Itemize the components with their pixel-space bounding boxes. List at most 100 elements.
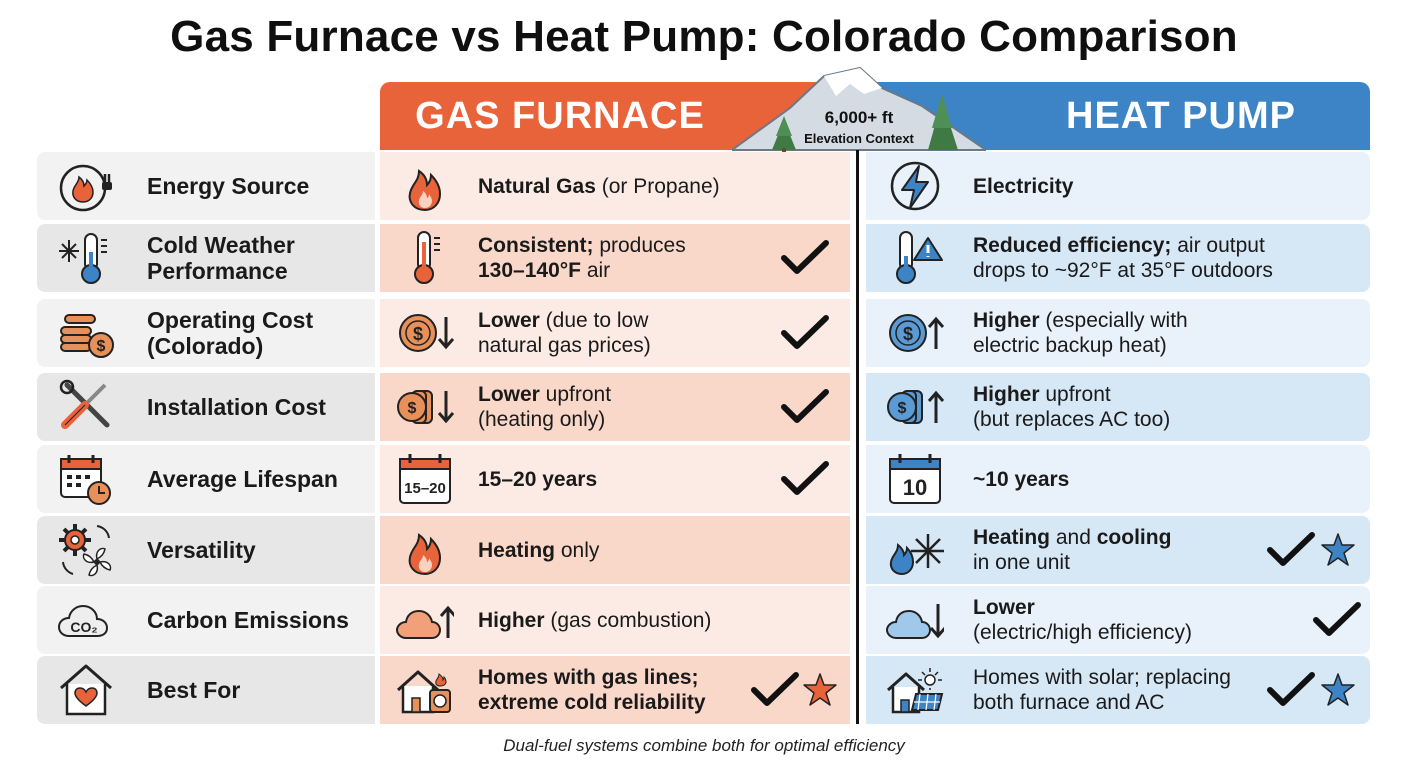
heat-pump-text: Homes with solar; replacing both furnace …: [973, 656, 1333, 724]
gas-text-bold2: extreme cold reliability: [478, 691, 706, 714]
gas-text-bold: Higher: [478, 608, 545, 632]
check-icon: [781, 240, 829, 274]
gas-cell: Consistent; produces 130–140°F air: [380, 224, 850, 292]
gas-cell: Homes with gas lines; extreme cold reliab…: [380, 656, 850, 724]
row-label-cell: Versatility: [37, 516, 375, 584]
hp-text-bold: Electricity: [973, 174, 1074, 198]
row-carbon-emissions: CO₂ Carbon Emissions Higher (gas combust…: [37, 586, 1370, 654]
hp-text-bold: Heating: [973, 526, 1051, 549]
row-label-cell: Cold Weather Performance: [37, 224, 375, 292]
row-installation-cost: Installation Cost $ Lower upfront (heatin…: [37, 373, 1370, 441]
hp-text-bold: ~10 years: [973, 467, 1070, 491]
coin-stack-down-icon: $: [397, 390, 454, 424]
gas-text: Consistent; produces 130–140°F air: [478, 224, 778, 292]
coins-icon: $: [60, 314, 114, 358]
row-cold-weather: Cold Weather Performance Consistent; pro…: [37, 224, 1370, 292]
plug-flame-icon: [59, 164, 112, 212]
gas-text: Lower upfront (heating only): [478, 373, 778, 441]
gas-text-rest2: air: [580, 259, 611, 282]
hp-text-boldtail: cooling: [1096, 526, 1172, 549]
calendar-clock-icon: [60, 455, 111, 505]
row-label-cell: Best For: [37, 656, 375, 724]
gas-furnace-header-label: GAS FURNACE: [415, 94, 705, 137]
gas-text-bold: Consistent;: [478, 234, 594, 257]
gas-text: Homes with gas lines; extreme cold reliab…: [478, 656, 778, 724]
row-label-cell: Average Lifespan: [37, 445, 375, 513]
coin-up-icon: $: [889, 314, 944, 352]
calendar-15-20-icon: 15–20: [399, 454, 451, 504]
heat-pump-text: Lower (electric/high efficiency): [973, 586, 1333, 654]
cloud-down-icon: [886, 604, 944, 639]
row-label: Carbon Emissions: [147, 607, 349, 633]
hp-text-rest2: (but replaces AC too): [973, 408, 1171, 431]
calendar-10-icon: 10: [889, 454, 941, 504]
hp-text-rest2: in one unit: [973, 551, 1070, 574]
row-label: Best For: [147, 677, 241, 703]
heat-pump-cell: $ Higher (especially with electric backup…: [866, 299, 1370, 367]
svg-text:$: $: [413, 324, 423, 344]
hp-text-bold: Reduced efficiency;: [973, 234, 1172, 257]
row-average-lifespan: Average Lifespan 15–20 15–20 years 10 ~1…: [37, 445, 1370, 513]
svg-text:$: $: [408, 400, 417, 417]
heat-pump-text: ~10 years: [973, 445, 1333, 513]
hp-text-bold: Higher: [973, 309, 1040, 332]
gas-text-rest2: natural gas prices): [478, 334, 651, 357]
hp-text-rest2: (electric/high efficiency): [973, 621, 1193, 644]
row-label-cell: Installation Cost: [37, 373, 375, 441]
heat-pump-cell: $ Higher upfront (but replaces AC too): [866, 373, 1370, 441]
gas-text: 15–20 years: [478, 445, 778, 513]
gas-furnace-header: GAS FURNACE: [380, 82, 850, 150]
row-label: Energy Source: [147, 173, 310, 199]
check-icon: [781, 461, 829, 495]
check-icon: [751, 672, 799, 706]
gas-text-rest: only: [555, 538, 600, 562]
row-label-cell: CO₂ Carbon Emissions: [37, 586, 375, 654]
gas-text-rest: (gas combustion): [544, 608, 712, 632]
calendar-icon-text: 15–20: [404, 480, 446, 497]
svg-text:$: $: [898, 400, 907, 417]
heat-pump-cell: Lower (electric/high efficiency): [866, 586, 1370, 654]
heat-pump-text: Electricity: [973, 152, 1333, 220]
gas-cell: Higher (gas combustion): [380, 586, 850, 654]
star-icon: [1321, 533, 1355, 566]
hp-text-rest: air output: [1171, 234, 1265, 257]
heat-pump-header-label: HEAT PUMP: [1066, 94, 1296, 137]
heat-pump-text: Higher (especially with electric backup h…: [973, 299, 1333, 367]
check-icon: [1313, 602, 1361, 636]
tools-icon: [59, 379, 110, 429]
lightning-icon: [890, 161, 940, 211]
gas-text-bold: Lower: [478, 309, 540, 332]
hp-text-rest2: drops to ~92°F at 35°F outdoors: [973, 259, 1273, 282]
snowflake-thermometer-icon: [59, 233, 107, 284]
heat-pump-cell: Electricity: [866, 152, 1370, 220]
page-title: Gas Furnace vs Heat Pump: Colorado Compa…: [170, 12, 1238, 61]
calendar-icon-text: 10: [903, 475, 927, 500]
row-label: Operating Cost (Colorado): [147, 307, 314, 359]
gas-cell: Natural Gas (or Propane): [380, 152, 850, 220]
hp-text-bold: Higher: [973, 383, 1040, 406]
svg-text:$: $: [903, 324, 913, 344]
gas-text: Heating only: [478, 516, 778, 584]
gas-text-bold: 15–20 years: [478, 467, 598, 491]
check-icon: [781, 389, 829, 423]
cloud-up-icon: [396, 605, 454, 639]
heat-pump-text: Reduced efficiency; air output drops to ~…: [973, 224, 1333, 292]
heat-pump-text: Higher upfront (but replaces AC too): [973, 373, 1333, 441]
heat-pump-cell: Homes with solar; replacing both furnace …: [866, 656, 1370, 724]
mountain-icon: [732, 66, 986, 152]
hp-text-rest2: electric backup heat): [973, 334, 1167, 357]
gas-text-bold: Homes with gas lines;: [478, 666, 699, 689]
row-best-for: Best For Homes with gas lines; extreme co…: [37, 656, 1370, 724]
row-energy-source: Energy Source Natural Gas (or Propane) E…: [37, 152, 1370, 220]
co2-text: CO₂: [70, 619, 97, 635]
row-operating-cost: $ Operating Cost (Colorado) $ Lower (due…: [37, 299, 1370, 367]
check-icon: [1267, 672, 1315, 706]
row-label: Installation Cost: [147, 394, 326, 420]
gas-cell: Heating only: [380, 516, 850, 584]
thermometer-hot-icon: [414, 231, 440, 284]
house-solar-icon: [887, 668, 944, 714]
gas-text: Lower (due to low natural gas prices): [478, 299, 778, 367]
hp-text-rest: Homes with solar; replacing: [973, 666, 1231, 689]
heat-pump-cell: Reduced efficiency; air output drops to ~…: [866, 224, 1370, 292]
row-label: Versatility: [147, 537, 256, 563]
